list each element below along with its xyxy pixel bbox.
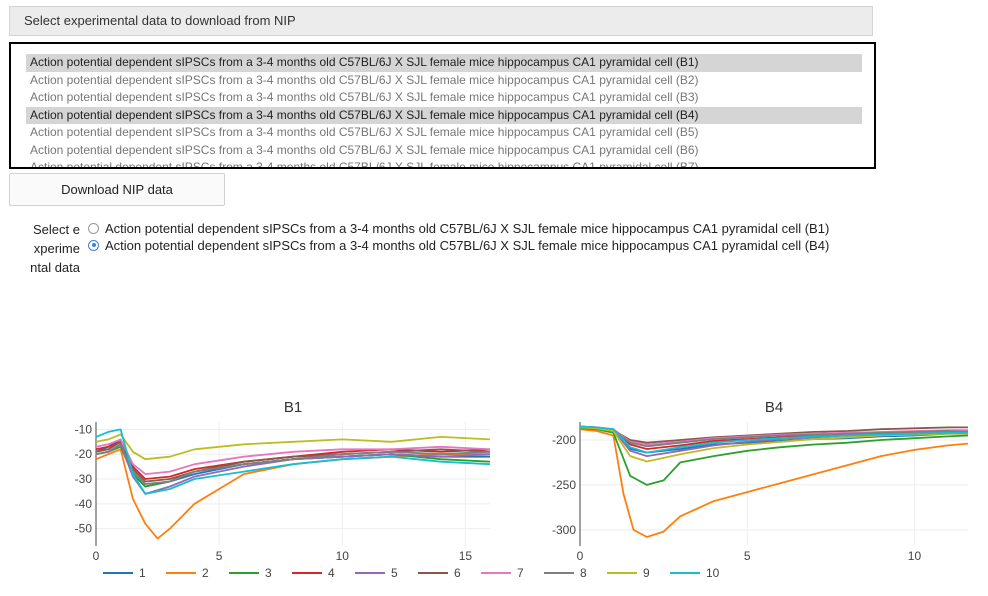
legend-label: 6: [454, 566, 461, 580]
dataset-option[interactable]: Action potential dependent sIPSCs from a…: [30, 72, 699, 87]
y-tick-label: -300: [552, 523, 576, 537]
dataset-option[interactable]: Action potential dependent sIPSCs from a…: [30, 125, 699, 139]
legend-label: 3: [265, 566, 272, 580]
series-line-9: [95, 433, 491, 461]
x-tick-label: 15: [459, 549, 473, 563]
dataset-option[interactable]: Action potential dependent sIPSCs from a…: [30, 160, 699, 169]
x-tick-label: 10: [336, 549, 350, 563]
series-line-10: [579, 425, 968, 454]
radio-button[interactable]: [88, 239, 99, 251]
y-tick-label: -250: [552, 478, 576, 492]
x-tick-label: 0: [93, 549, 100, 563]
chart-title: B4: [765, 399, 783, 416]
legend-label: 7: [517, 566, 524, 580]
download-nip-data-button[interactable]: Download NIP data: [9, 173, 225, 206]
series-line-2: [95, 448, 490, 540]
chart-title: B1: [284, 399, 302, 416]
series-line-2: [579, 428, 969, 538]
y-tick-label: -50: [75, 522, 93, 536]
series-line-3: [579, 427, 969, 486]
radio-option-label: Action potential dependent sIPSCs from a…: [105, 237, 830, 253]
dataset-option[interactable]: Action potential dependent sIPSCs from a…: [26, 54, 862, 72]
radio-option-label: Action potential dependent sIPSCs from a…: [105, 220, 830, 236]
radio-button[interactable]: [88, 222, 99, 234]
chart-b1: -10 -20 -30 -40 -500 5 10 15 B1: [75, 399, 491, 563]
series-line-8: [95, 443, 491, 485]
radio-option[interactable]: Action potential dependent sIPSCs from a…: [88, 219, 829, 237]
y-tick-label: -10: [75, 422, 93, 436]
y-tick-label: -40: [75, 497, 93, 511]
dataset-listbox[interactable]: Action potential dependent sIPSCs from a…: [9, 42, 876, 169]
dataset-option[interactable]: Action potential dependent sIPSCs from a…: [30, 142, 699, 157]
series-line-10: [95, 428, 491, 495]
dataset-option[interactable]: Action potential dependent sIPSCs from a…: [30, 90, 699, 104]
legend-label: 9: [643, 566, 650, 580]
legend-label: 8: [580, 566, 587, 580]
legend-label: 10: [706, 566, 720, 580]
chart-legend: 1 2 3 4 5 6 7 8 9 10: [103, 566, 720, 580]
legend-label: 1: [139, 566, 146, 580]
x-tick-label: 10: [908, 549, 922, 563]
download-panel-header[interactable]: Select experimental data to download fro…: [9, 6, 873, 36]
series-line-7: [95, 438, 491, 475]
y-tick-label: -200: [552, 433, 576, 447]
dataset-option[interactable]: Action potential dependent sIPSCs from a…: [26, 106, 862, 124]
dataset-list: Action potential dependent sIPSCs from a…: [26, 54, 862, 169]
x-tick-label: 5: [744, 549, 751, 563]
x-tick-label: 0: [577, 549, 584, 563]
y-tick-label: -20: [75, 447, 93, 461]
legend-label: 4: [328, 566, 335, 580]
y-tick-label: -30: [75, 472, 93, 486]
radio-group-label: Select experimental data: [30, 222, 80, 275]
legend-label: 5: [391, 566, 398, 580]
radio-option[interactable]: Action potential dependent sIPSCs from a…: [88, 236, 829, 254]
x-tick-label: 5: [216, 549, 223, 563]
legend-label: 2: [202, 566, 209, 580]
